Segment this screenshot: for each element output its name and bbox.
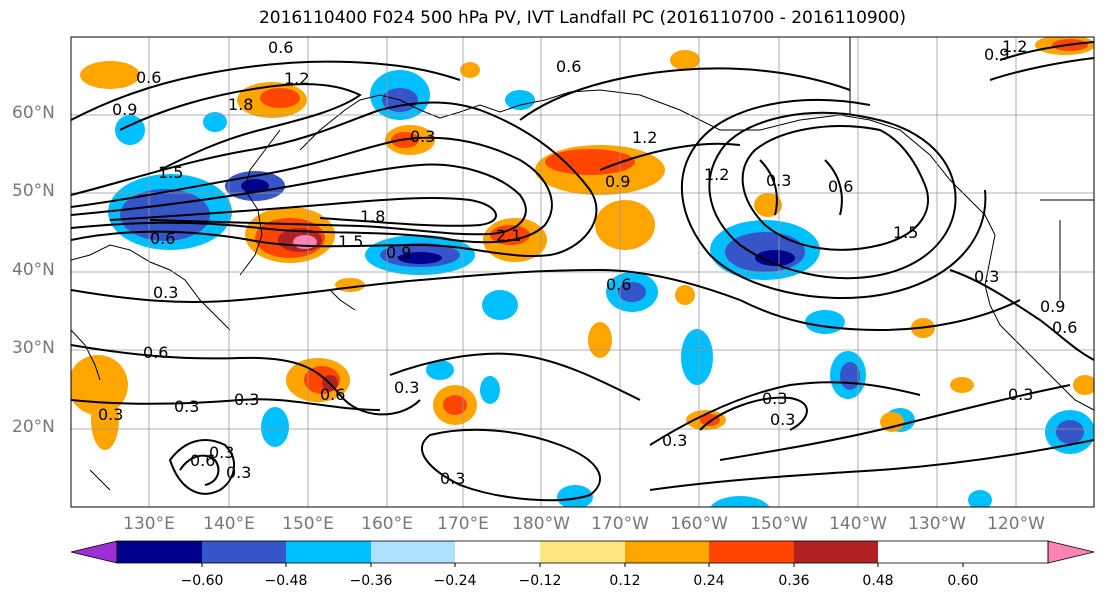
contour-label: 0.3 bbox=[662, 431, 687, 450]
contour-label: 2.1 bbox=[496, 226, 521, 245]
lon-label-130w: 130°W bbox=[908, 514, 966, 534]
colorbar-bin bbox=[709, 541, 794, 563]
contour-label: 1.8 bbox=[228, 95, 253, 114]
contour-label: 0.3 bbox=[234, 390, 259, 409]
lon-label-180w: 180°W bbox=[512, 514, 570, 534]
contour-label: 0.6 bbox=[143, 343, 168, 362]
contour-label: 1.5 bbox=[158, 163, 183, 182]
contour-label: 0.6 bbox=[190, 451, 215, 470]
colorbar-bin bbox=[540, 541, 625, 563]
contour-label: 1.2 bbox=[632, 128, 657, 147]
contour-label: 0.9 bbox=[112, 100, 137, 119]
colorbar-bin bbox=[371, 541, 455, 563]
contour-label: 0.9 bbox=[984, 45, 1009, 64]
lon-label-150e: 150°E bbox=[282, 514, 334, 534]
lon-label-170w: 170°W bbox=[591, 514, 649, 534]
contour-label: 1.5 bbox=[893, 223, 918, 242]
contour-label: 0.6 bbox=[136, 68, 161, 87]
lon-label-140w: 140°W bbox=[829, 514, 887, 534]
colorbar-tick-label: 0.24 bbox=[693, 573, 725, 589]
contour-label: 1.2 bbox=[1002, 37, 1027, 56]
lon-label-170e: 170°E bbox=[437, 514, 489, 534]
colorbar-min-extension bbox=[70, 540, 118, 564]
colorbar bbox=[70, 540, 1095, 567]
colorbar-bin bbox=[455, 541, 540, 563]
lon-label-140e: 140°E bbox=[203, 514, 255, 534]
contour-label: 0.3 bbox=[440, 469, 465, 488]
map-frame bbox=[70, 36, 1095, 508]
colorbar-tick-label: −0.48 bbox=[264, 573, 308, 589]
contour-label: 1.5 bbox=[338, 232, 363, 251]
contour-label: 0.3 bbox=[770, 410, 795, 429]
contour-label: 0.6 bbox=[320, 385, 345, 404]
lat-label-30n: 30°N bbox=[12, 338, 55, 358]
contour-label: 0.3 bbox=[762, 389, 787, 408]
lat-label-50n: 50°N bbox=[12, 181, 55, 201]
colorbar-bin bbox=[286, 541, 371, 563]
contour-label: 0.9 bbox=[605, 172, 630, 191]
colorbar-tick-label: −0.60 bbox=[180, 573, 224, 589]
contour-label: 0.6 bbox=[828, 177, 853, 196]
contour-label: 1.8 bbox=[360, 207, 385, 226]
contour-label: 0.9 bbox=[1040, 297, 1065, 316]
lon-label-150w: 150°W bbox=[750, 514, 808, 534]
lat-label-60n: 60°N bbox=[12, 103, 55, 123]
colorbar-bin bbox=[202, 541, 286, 563]
contour-label: 0.3 bbox=[98, 405, 123, 424]
colorbar-tick-label: 0.12 bbox=[609, 573, 641, 589]
map-title: 2016110400 F024 500 hPa PV, IVT Landfall… bbox=[258, 8, 906, 28]
contour-label: 0.3 bbox=[394, 378, 419, 397]
colorbar-bin bbox=[117, 541, 202, 563]
contour-label: 1.2 bbox=[704, 165, 729, 184]
graticule bbox=[71, 37, 1094, 507]
contour-label: 0.6 bbox=[606, 275, 631, 294]
colorbar-tick-label: 0.48 bbox=[862, 573, 894, 589]
colorbar-tick-label: 0.60 bbox=[947, 573, 979, 589]
lon-label-160e: 160°E bbox=[361, 514, 413, 534]
contour-label: 0.6 bbox=[1052, 318, 1077, 337]
colorbar-tick-label: −0.36 bbox=[349, 573, 393, 589]
contour-label: 0.3 bbox=[974, 267, 999, 286]
colorbar-tick-label: 0.36 bbox=[778, 573, 810, 589]
colorbar-bin bbox=[625, 541, 709, 563]
contour-label: 1.2 bbox=[284, 69, 309, 88]
contour-label: 0.6 bbox=[150, 229, 175, 248]
colorbar-max-extension bbox=[1047, 540, 1095, 564]
colorbar-frame bbox=[116, 540, 1049, 564]
contour-label: 0.3 bbox=[766, 171, 791, 190]
lon-label-120w: 120°W bbox=[987, 514, 1045, 534]
contour-label: 0.6 bbox=[556, 57, 581, 76]
lat-label-40n: 40°N bbox=[12, 260, 55, 280]
contour-label: 0.3 bbox=[209, 443, 234, 462]
contour-label: 0.3 bbox=[226, 463, 251, 482]
colorbar-bin bbox=[794, 541, 878, 563]
contour-labels: 0.6 0.6 0.9 1.8 1.2 0.3 0.6 0.9 1.2 0.9 … bbox=[98, 37, 1077, 488]
pv-contours bbox=[71, 41, 1094, 502]
contour-label: 0.3 bbox=[174, 397, 199, 416]
lon-label-160w: 160°W bbox=[670, 514, 728, 534]
contour-label: 0.3 bbox=[153, 283, 178, 302]
coastlines bbox=[71, 37, 1094, 491]
colorbar-tick-label: −0.12 bbox=[518, 573, 562, 589]
contour-label: 0.6 bbox=[268, 38, 293, 57]
contour-label: 0.3 bbox=[410, 127, 435, 146]
colorbar-tick-label: −0.24 bbox=[433, 573, 477, 589]
lon-label-130e: 130°E bbox=[123, 514, 175, 534]
contour-label: 0.3 bbox=[1008, 385, 1033, 404]
lat-label-20n: 20°N bbox=[12, 417, 55, 437]
contour-label: 0.9 bbox=[386, 243, 411, 262]
